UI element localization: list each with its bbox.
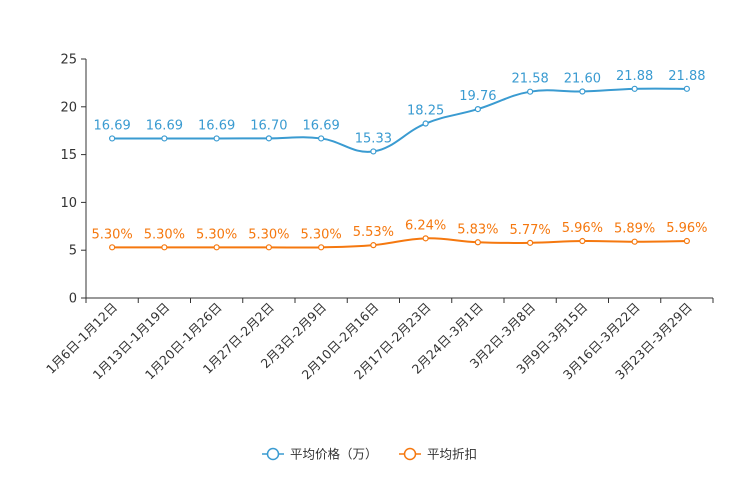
data-label: 15.33: [355, 131, 392, 146]
data-label: 5.30%: [144, 227, 185, 242]
data-label: 5.30%: [196, 227, 237, 242]
data-label: 16.69: [198, 118, 235, 133]
data-label: 5.96%: [666, 221, 707, 236]
data-label: 18.25: [407, 104, 444, 119]
data-point[interactable]: [213, 244, 220, 251]
data-label: 21.88: [668, 69, 705, 84]
data-point[interactable]: [422, 120, 429, 127]
data-label: 5.30%: [300, 227, 341, 242]
data-label: 16.70: [250, 118, 287, 133]
data-point[interactable]: [474, 239, 481, 246]
data-label: 5.77%: [509, 223, 550, 238]
legend-swatch-marker: [403, 447, 417, 461]
axes: 05101520251月6日-1月12日1月13日-1月19日1月20日-1月2…: [43, 53, 714, 382]
data-label: 5.53%: [353, 225, 394, 240]
data-label: 19.76: [459, 89, 496, 104]
legend-item-2[interactable]: 平均折扣: [399, 447, 477, 462]
data-label: 5.89%: [614, 222, 655, 237]
data-label: 5.96%: [562, 221, 603, 236]
data-label: 6.24%: [405, 218, 446, 233]
y-tick-label: 20: [60, 100, 77, 115]
data-point[interactable]: [265, 244, 272, 251]
data-label: 5.30%: [248, 227, 289, 242]
legend[interactable]: 平均价格（万） 平均折扣: [262, 447, 477, 462]
data-point[interactable]: [631, 238, 638, 245]
legend-swatch-marker: [266, 447, 280, 461]
data-label: 16.69: [146, 118, 183, 133]
data-label: 21.58: [512, 72, 549, 87]
data-label: 16.69: [94, 118, 131, 133]
series-2: 5.30% 5.30% 5.30% 5.30% 5.30% 5.53% 6.24% 5.83%…: [91, 218, 708, 251]
legend-label: 平均折扣: [427, 447, 477, 462]
y-tick-label: 10: [60, 196, 77, 211]
data-point[interactable]: [370, 242, 377, 249]
series-line: [112, 87, 687, 153]
data-point[interactable]: [527, 88, 534, 95]
data-point[interactable]: [579, 237, 586, 245]
data-point[interactable]: [318, 244, 325, 251]
data-point[interactable]: [109, 135, 116, 142]
data-label: 5.83%: [457, 222, 498, 237]
data-point[interactable]: [161, 135, 168, 142]
y-tick-label: 5: [69, 244, 77, 259]
data-label: 21.60: [564, 72, 601, 87]
data-point[interactable]: [631, 85, 638, 92]
legend-item-1[interactable]: 平均价格（万）: [262, 447, 378, 462]
data-point[interactable]: [265, 135, 272, 142]
series-line: [112, 237, 687, 249]
data-point[interactable]: [213, 135, 220, 142]
data-label: 16.69: [303, 118, 340, 133]
data-point[interactable]: [109, 244, 116, 251]
data-point[interactable]: [161, 244, 168, 251]
y-tick-label: 0: [69, 292, 77, 307]
data-point[interactable]: [370, 148, 377, 155]
data-point[interactable]: [318, 135, 325, 142]
series-layer: 16.69 16.69 16.69 16.70 16.69 15.33 18.25 19.76…: [91, 69, 708, 251]
data-point[interactable]: [683, 237, 690, 245]
series-1: 16.69 16.69 16.69 16.70 16.69 15.33 18.25 19.76…: [94, 69, 705, 155]
data-point[interactable]: [527, 239, 534, 246]
data-point[interactable]: [422, 235, 429, 242]
y-tick-label: 25: [60, 53, 77, 68]
legend-label: 平均价格（万）: [290, 447, 378, 462]
y-tick-label: 15: [60, 148, 77, 163]
data-point[interactable]: [683, 85, 690, 92]
data-point[interactable]: [579, 88, 586, 95]
data-label: 21.88: [616, 69, 653, 84]
data-label: 5.30%: [91, 227, 132, 242]
data-point[interactable]: [474, 105, 481, 113]
